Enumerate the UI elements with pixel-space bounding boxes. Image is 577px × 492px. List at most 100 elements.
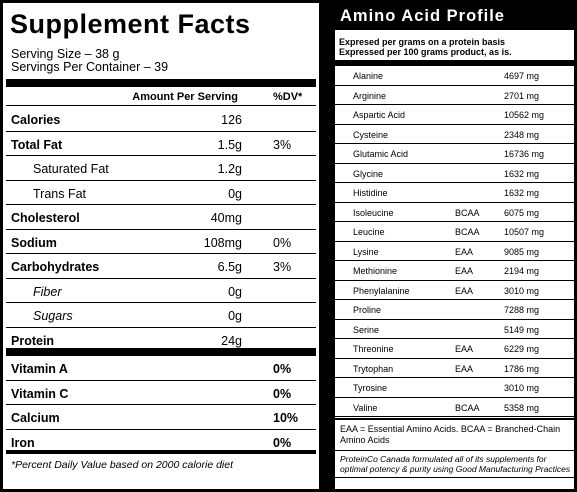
amino-type: EAA [455,266,474,276]
row-label: Trans Fat [33,186,87,201]
amino-name: Proline [353,305,382,315]
row-amount: 126 [221,113,242,127]
amino-row: Cysteine 2348 mg [335,125,574,144]
row-label: Calories [11,113,61,127]
amino-row: Trytophan EAA 1786 mg [335,359,574,378]
amino-row: Tyrosine 3010 mg [335,378,574,398]
amino-value: 1632 mg [504,168,540,179]
amino-row: Lysine EAA 9085 mg [335,242,574,261]
facts-row-fiber: Fiber 0g [6,279,316,303]
amino-divider-thick [335,60,574,66]
amino-name: Aspartic Acid [353,110,406,120]
amino-type: BCAA [455,227,480,237]
amino-name: Serine [353,324,380,335]
amino-value: 1632 mg [504,188,540,198]
manufacturing-note: ProteinCo Canada formulated all of its s… [340,454,571,474]
amino-row: Glutamic Acid 16736 mg [335,144,574,164]
amino-name: Tyrosine [353,383,388,393]
facts-row-iron: Iron 0% [6,430,316,455]
amino-value: 5149 mg [504,324,540,335]
row-dv: 3% [273,260,292,274]
amino-legend-divider [335,450,574,451]
header-amount-per-serving: Amount Per Serving [132,91,238,103]
row-amount: 6.5g [217,260,242,274]
facts-row-calories: Calories 126 [6,107,316,132]
amino-value: 5358 mg [504,402,540,413]
amino-row: Aspartic Acid 10562 mg [335,105,574,125]
row-label: Sugars [33,309,73,323]
amino-acid-panel: Amino Acid Profile Expresed per grams on… [332,0,577,492]
servings-per-container: Servings Per Container – 39 [11,60,169,74]
row-amount: 108mg [203,235,242,250]
amino-row: Alanine 4697 mg [335,66,574,86]
amino-value: 9085 mg [504,246,540,257]
amino-acid-table: Alanine 4697 mg Arginine 2701 mg Aspartic Ac… [335,66,574,417]
amino-type: BCAA [455,207,480,218]
amino-type: BCAA [455,402,480,413]
divider-footnote [6,450,316,454]
row-dv: 0% [273,362,292,376]
row-amount: 0g [228,309,242,323]
amino-name: Histidine [353,188,388,198]
row-label: Sodium [11,235,57,250]
facts-header: Amount Per Serving %DV* [6,88,316,106]
dv-footnote: *Percent Daily Value based on 2000 calor… [11,459,234,471]
amino-subtitle-per-100g: Expressed per 100 grams product, as is. [339,47,512,57]
amino-row: Histidine 1632 mg [335,183,574,203]
amino-row: Leucine BCAA 10507 mg [335,222,574,242]
amino-row: Methionine EAA 2194 mg [335,261,574,281]
amino-value: 16736 mg [504,149,545,159]
amino-name: Phenylalanine [353,285,410,296]
row-dv: 0% [273,235,292,250]
amino-row: Glycine 1632 mg [335,164,574,183]
facts-row-carbohydrates: Carbohydrates 6.5g 3% [6,254,316,279]
row-label: Cholesterol [11,211,80,225]
facts-row-saturated-fat: Saturated Fat 1.2g [6,156,316,181]
amino-acid-title: Amino Acid Profile [335,3,574,30]
amino-value: 2701 mg [504,90,540,101]
row-label: Vitamin C [11,386,69,401]
row-amount: 0g [228,284,242,299]
amino-value: 1786 mg [504,363,540,374]
amino-name: Alanine [353,71,384,81]
row-amount: 24g [221,333,242,348]
row-label: Vitamin A [11,362,68,376]
row-amount: 1.5g [217,137,242,152]
amino-value: 10562 mg [504,110,545,120]
amino-row: Proline 7288 mg [335,300,574,320]
amino-name: Cysteine [353,129,389,140]
amino-divider-bottom [335,418,574,420]
facts-row-protein: Protein 24g [6,328,316,353]
amino-row: Valine BCAA 5358 mg [335,398,574,417]
amino-name: Arginine [353,90,387,101]
amino-name: Glutamic Acid [353,149,409,159]
row-label: Protein [11,333,55,348]
amino-name: Methionine [353,266,398,276]
row-label: Calcium [11,411,60,425]
amino-name: Threonine [353,344,394,354]
amino-subtitle-protein-basis: Expresed per grams on a protein basis [339,37,506,47]
facts-row-cholesterol: Cholesterol 40mg [6,205,316,230]
amino-name: Isoleucine [353,207,394,218]
amino-type: EAA [455,246,474,257]
facts-row-sugars: Sugars 0g [6,303,316,328]
amino-row: Arginine 2701 mg [335,86,574,105]
divider-thick-top [6,79,316,87]
amino-value: 6229 mg [504,344,540,354]
facts-row-total-fat: Total Fat 1.5g 3% [6,132,316,156]
row-amount: 40mg [210,211,242,225]
supplement-facts-title: Supplement Facts [10,9,251,39]
row-dv: 3% [273,137,292,152]
amino-row: Phenylalanine EAA 3010 mg [335,281,574,300]
amino-name: Glycine [353,168,384,179]
serving-size: Serving Size – 38 g [11,47,120,61]
amino-type: EAA [455,344,474,354]
row-amount: 1.2g [217,162,242,176]
facts-row-vitamin-a: Vitamin A 0% [6,356,316,381]
amino-row: Threonine EAA 6229 mg [335,339,574,359]
facts-row-vitamin-c: Vitamin C 0% [6,381,316,405]
amino-type: EAA [455,285,474,296]
row-dv: 10% [273,411,299,425]
row-label: Fiber [33,284,62,299]
divider-thick-vitamins [6,348,316,356]
